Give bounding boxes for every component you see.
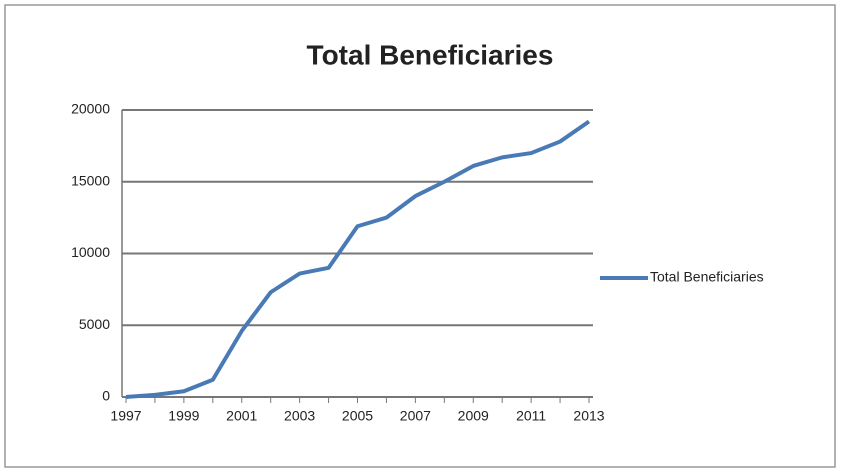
x-tick-label: 2007 [400, 408, 431, 424]
chart-title: Total Beneficiaries [307, 39, 554, 70]
chart-frame [4, 4, 836, 468]
legend-label: Total Beneficiaries [650, 269, 764, 285]
y-tick-label: 15000 [71, 172, 110, 188]
x-tick-label: 2005 [342, 408, 373, 424]
y-tick-label: 20000 [71, 101, 110, 117]
y-tick-label: 5000 [79, 316, 110, 332]
x-tick-label: 2009 [458, 408, 489, 424]
x-tick-label: 2003 [284, 408, 315, 424]
y-tick-label: 10000 [71, 244, 110, 260]
x-tick-label: 2001 [226, 408, 257, 424]
x-tick-label: 1997 [110, 408, 141, 424]
x-tick-label: 1999 [168, 408, 199, 424]
y-tick-label: 0 [102, 388, 110, 404]
x-tick-label: 2013 [573, 408, 604, 424]
line-series [125, 119, 591, 399]
x-tick-label: 2011 [516, 408, 546, 424]
